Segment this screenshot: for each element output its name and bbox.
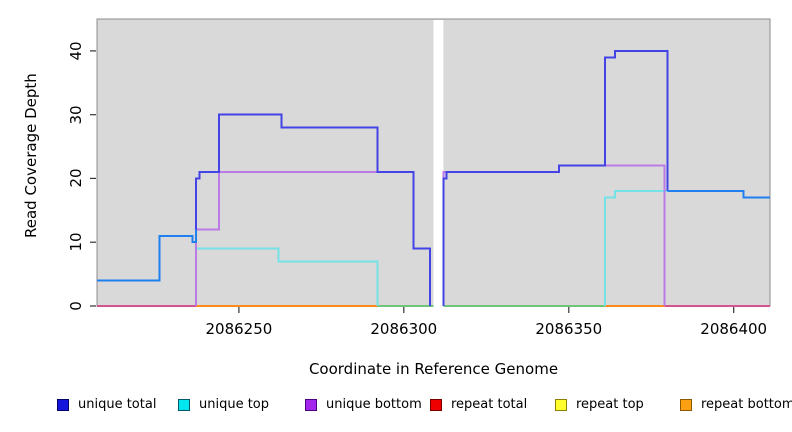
series-line-unique-total-right-overlap-top: [667, 190, 770, 199]
x-tick-label: 2086250: [205, 320, 273, 338]
y-tick-label: 10: [67, 232, 85, 252]
no-data-gap: [433, 20, 444, 308]
x-tick-label: 2086400: [700, 320, 768, 338]
y-tick-label: 30: [67, 105, 85, 125]
series-line-unique-total-left-overlap-top: [97, 229, 197, 282]
y-axis-title: Read Coverage Depth: [22, 73, 40, 238]
y-tick-label: 20: [67, 168, 85, 188]
y-tick-label: 40: [67, 41, 85, 61]
x-tick-label: 2086350: [535, 320, 603, 338]
y-tick-label: 0: [67, 301, 85, 311]
x-axis-title: Coordinate in Reference Genome: [308, 360, 559, 378]
series-line-unique-total-left: [195, 113, 432, 306]
x-tick-label: 2086300: [370, 320, 438, 338]
series-line-unique-total-right: [442, 49, 669, 306]
